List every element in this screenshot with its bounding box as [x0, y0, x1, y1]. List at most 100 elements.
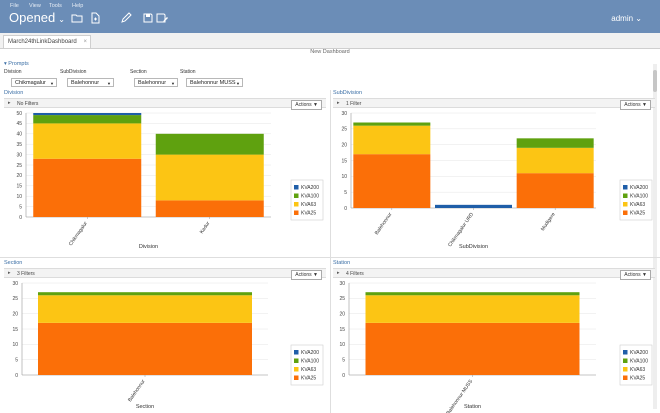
y-tick-label: 10 [339, 342, 345, 348]
chevron-down-icon: ⌄ [58, 15, 65, 24]
panel-title: Division [4, 90, 24, 96]
bar-segment-kva25 [516, 173, 594, 208]
dropdown-arrow-icon: ▼ [642, 101, 647, 108]
menu-help[interactable]: Help [72, 3, 84, 9]
division-panel: Division ▸ No Filters Actions ▼ 0 5 10 15 20… [4, 90, 326, 255]
dropdown-arrow-icon: ▼ [313, 101, 318, 108]
subdivision-select[interactable]: Balehonnur ▼ [67, 78, 114, 87]
y-tick-label: 25 [12, 296, 18, 302]
save-as-icon[interactable] [156, 12, 168, 24]
actions-button[interactable]: Actions ▼ [620, 99, 651, 110]
bar-segment-kva100 [365, 292, 580, 296]
user-name: admin [611, 14, 634, 23]
division-select[interactable]: Chikmagalur ▼ [11, 78, 57, 87]
y-tick-label: 10 [341, 174, 347, 180]
menu-file[interactable]: File [10, 3, 19, 9]
y-tick-label: 15 [12, 327, 18, 333]
filter-count: 3 Filters [17, 270, 35, 277]
filter-bar: ▸ No Filters Actions ▼ [4, 98, 326, 110]
bar-segment-kva25 [33, 158, 142, 217]
legend-swatch [294, 375, 299, 380]
panel-title: SubDivision [333, 90, 363, 96]
bar-segment-kva63 [38, 295, 252, 323]
actions-button[interactable]: Actions ▼ [291, 99, 322, 110]
menu-view[interactable]: View [29, 3, 41, 9]
legend-label: KVA63 [630, 367, 645, 373]
legend-swatch [294, 185, 299, 190]
close-icon[interactable]: × [83, 39, 87, 45]
actions-label: Actions [624, 271, 641, 278]
panel-title: Station [333, 260, 351, 266]
save-icon[interactable] [142, 12, 154, 24]
bar-segment-kva100 [155, 133, 264, 155]
bar-segment-kva63 [155, 154, 264, 201]
station-select[interactable]: Balehonnur MUSS ▼ [186, 78, 243, 87]
expand-filters-icon[interactable]: ▸ [8, 100, 11, 106]
y-tick-label: 5 [15, 357, 18, 363]
legend-label: KVA100 [301, 359, 319, 365]
y-tick-label: 0 [19, 215, 22, 221]
dropdown-arrow-icon: ▼ [107, 81, 111, 86]
prompt-label-station: Station [180, 69, 196, 75]
actions-label: Actions [295, 271, 312, 278]
x-tick-label: Chikmagalur URD [447, 211, 475, 248]
actions-button[interactable]: Actions ▼ [620, 269, 651, 280]
tab-label: March24thLinkDashboard [8, 39, 77, 45]
y-tick-label: 5 [344, 190, 347, 196]
y-tick-label: 20 [341, 142, 347, 148]
dropdown-arrow-icon: ▼ [236, 81, 240, 86]
division-select-value: Chikmagalur [15, 80, 46, 86]
y-tick-label: 30 [339, 281, 345, 287]
opened-menu-button[interactable]: Opened ⌄ [9, 10, 65, 25]
menu-tools[interactable]: Tools [49, 3, 62, 9]
edit-pencil-icon[interactable] [120, 12, 132, 24]
expand-filters-icon[interactable]: ▸ [337, 270, 340, 276]
prompt-label-division: Division [4, 69, 22, 75]
bar-segment-kva25 [38, 322, 252, 375]
legend-label: KVA25 [630, 376, 645, 382]
bar-segment-kva63 [516, 147, 594, 174]
user-menu[interactable]: admin ⌄ [611, 14, 642, 23]
new-file-icon[interactable] [89, 12, 101, 24]
station-select-value: Balehonnur MUSS [190, 80, 236, 86]
panel-divider-vertical [330, 90, 331, 413]
subdivision-chart: 0 5 10 15 20 25 30 Balehonnur Chikmagalur URD Mud… [341, 111, 653, 250]
legend-swatch [623, 350, 628, 355]
division-chart: 0 5 10 15 20 25 30 35 40 45 50 Chikmagalur Kadur Divi… [16, 111, 324, 250]
legend-swatch [623, 202, 628, 207]
actions-button[interactable]: Actions ▼ [291, 269, 322, 280]
bar-segment-kva63 [33, 123, 142, 159]
legend-label: KVA200 [301, 185, 319, 191]
x-axis-title: Section [136, 404, 154, 410]
scrollbar-thumb[interactable] [653, 70, 657, 92]
x-tick-label: Mudigere [540, 212, 557, 233]
expand-filters-icon[interactable]: ▸ [337, 100, 340, 106]
vertical-scrollbar[interactable] [653, 64, 657, 409]
x-axis-title: Division [139, 244, 158, 250]
bar-segment-kva100 [353, 122, 431, 126]
section-select[interactable]: Balehonnur ▼ [134, 78, 178, 87]
bar-segment-kva25 [155, 200, 264, 217]
prompts-header[interactable]: ▾ Prompts [4, 61, 29, 67]
y-tick-label: 15 [339, 327, 345, 333]
x-tick-label: Kadur [199, 220, 212, 235]
legend-swatch [294, 193, 299, 198]
expand-filters-icon[interactable]: ▸ [8, 270, 11, 276]
legend-swatch [623, 185, 628, 190]
y-tick-label: 15 [341, 158, 347, 164]
open-folder-icon[interactable] [71, 12, 83, 24]
legend-label: KVA200 [630, 185, 648, 191]
tab-dashboard[interactable]: March24thLinkDashboard × [3, 35, 91, 48]
actions-label: Actions [295, 101, 312, 108]
actions-label: Actions [624, 101, 641, 108]
brand-label: Opened [9, 10, 56, 25]
legend-label: KVA200 [630, 350, 648, 356]
chevron-down-icon: ⌄ [635, 14, 642, 23]
collapse-icon: ▾ [4, 61, 7, 67]
legend-label: KVA25 [630, 211, 645, 217]
x-tick-label: Balehonnur [127, 378, 147, 403]
filter-bar: ▸ 3 Filters Actions ▼ [4, 268, 326, 280]
legend-label: KVA25 [301, 211, 316, 217]
dropdown-arrow-icon: ▼ [171, 81, 175, 86]
